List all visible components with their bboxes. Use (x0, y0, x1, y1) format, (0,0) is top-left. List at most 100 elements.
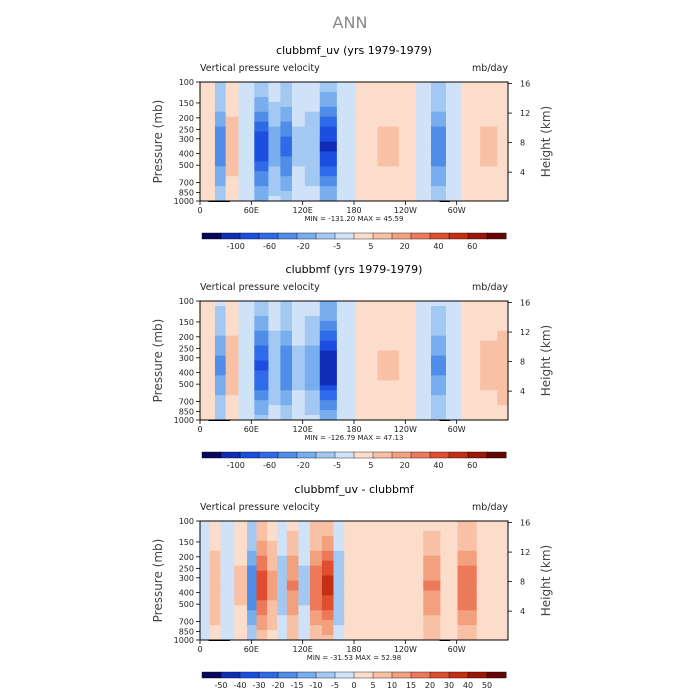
heatmap-cell (360, 635, 383, 640)
heatmap-cell (256, 535, 268, 542)
heatmap-cell (319, 415, 338, 420)
heatmap-cell (321, 550, 335, 557)
heatmap-cell (267, 521, 278, 527)
heatmap-cell (381, 620, 404, 626)
heatmap-cell (225, 350, 240, 357)
heatmap-cell (238, 106, 255, 113)
heatmap-cell (360, 625, 383, 631)
heatmap-cell (440, 635, 459, 640)
heatmap-cell (254, 385, 270, 391)
heatmap-cell (460, 335, 481, 342)
heatmap-cell (247, 540, 258, 547)
heatmap-cell (321, 625, 335, 631)
heatmap-cell (254, 315, 270, 322)
heatmap-cell (254, 355, 270, 362)
heatmap-cell (319, 395, 338, 401)
heatmap-cell (457, 605, 478, 611)
heatmap-cell (423, 565, 442, 572)
heatmap-cell (254, 131, 270, 138)
heatmap-cell (319, 166, 338, 172)
heatmap-cell (209, 530, 222, 537)
heatmap-cell (238, 191, 255, 197)
heatmap-cell (403, 521, 424, 527)
heatmap-cell (445, 380, 462, 386)
heatmap-cell (356, 310, 379, 317)
heatmap-cell (225, 131, 240, 138)
heatmap-cell (344, 595, 362, 601)
heatmap-cell (268, 400, 282, 406)
heatmap-cell (360, 540, 383, 547)
colorbar-swatch (353, 671, 374, 679)
heatmap-cell (333, 615, 345, 621)
heatmap-cell (377, 340, 400, 347)
heatmap-cell (200, 315, 216, 322)
heatmap-cell (304, 405, 321, 411)
heatmap-cell (497, 161, 508, 167)
colorbar-label: -5 (333, 242, 341, 251)
heatmap-cell (360, 620, 383, 626)
heatmap-cell (460, 116, 481, 123)
heatmap-cell (247, 565, 258, 572)
colorbar-label: 5 (368, 461, 373, 470)
heatmap-cell (209, 635, 222, 640)
colorbar-label: 30 (444, 681, 454, 690)
heatmap-cell (214, 166, 227, 172)
heatmap-cell (476, 530, 508, 537)
heatmap-cell (234, 590, 248, 596)
y-right-tick-label: 4 (520, 168, 525, 177)
heatmap-cell (398, 315, 417, 322)
heatmap-cell (497, 375, 508, 381)
heatmap-cell (333, 545, 345, 552)
y-tick-label: 1000 (174, 636, 194, 645)
heatmap-cell (238, 86, 255, 93)
heatmap-cell (247, 610, 258, 616)
heatmap-cell (356, 365, 379, 372)
heatmap-cell (460, 121, 481, 128)
heatmap-cell (286, 535, 299, 542)
heatmap-cell (268, 310, 282, 317)
heatmap-cell (333, 570, 345, 577)
heatmap-cell (356, 385, 379, 391)
heatmap-cell (280, 415, 293, 420)
heatmap-cell (254, 116, 270, 123)
heatmap-cell (381, 635, 404, 640)
heatmap-cell (254, 181, 270, 187)
heatmap-cell (214, 301, 227, 307)
heatmap-cell (225, 335, 240, 342)
heatmap-cell (333, 610, 345, 616)
heatmap-cell (398, 345, 417, 352)
heatmap-cell (416, 136, 432, 143)
heatmap-cell (254, 156, 270, 162)
heatmap-cell (256, 555, 268, 562)
heatmap-cell (356, 121, 379, 128)
heatmap-cell (336, 370, 357, 376)
heatmap-cell (225, 345, 240, 352)
colorbar-label: -20 (271, 681, 284, 690)
heatmap-cell (344, 610, 362, 616)
heatmap-cell (238, 355, 255, 362)
heatmap-cell (214, 375, 227, 381)
heatmap-cell (398, 380, 417, 386)
heatmap-cell (234, 635, 248, 640)
heatmap-cell (457, 590, 478, 596)
heatmap-cell (403, 555, 424, 562)
heatmap-cell (497, 395, 508, 401)
heatmap-cell (291, 365, 306, 372)
heatmap-cell (416, 131, 432, 138)
heatmap-cell (200, 405, 216, 411)
heatmap-cell (286, 620, 299, 626)
heatmap-cell (304, 82, 321, 88)
heatmap-cell (398, 82, 417, 88)
heatmap-cell (431, 315, 447, 322)
heatmap-cell (360, 525, 383, 532)
heatmap-cell (497, 340, 508, 347)
heatmap-cell (480, 146, 498, 153)
heatmap-cell (476, 590, 508, 596)
heatmap-cell (440, 620, 459, 626)
colorbar-label: 20 (400, 461, 410, 470)
heatmap-cell (445, 340, 462, 347)
y-tick-label: 300 (179, 354, 194, 363)
heatmap-cell (403, 630, 424, 636)
heatmap-cell (280, 166, 293, 172)
heatmap-cell (238, 121, 255, 128)
